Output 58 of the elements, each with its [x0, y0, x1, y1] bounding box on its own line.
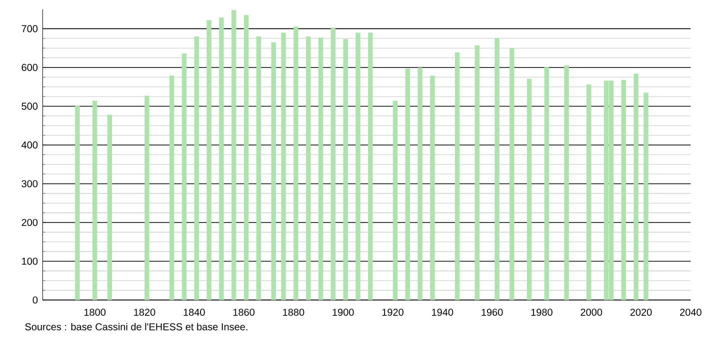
bar: [294, 26, 298, 300]
bar: [75, 105, 80, 300]
x-tick-label: 2020: [630, 308, 652, 316]
bar: [92, 100, 98, 300]
y-tick-label: 200: [22, 218, 38, 226]
y-tick-label: 300: [22, 180, 38, 188]
y-tick-label: 100: [22, 258, 38, 265]
bar: [244, 15, 249, 300]
bar: [368, 32, 373, 300]
x-tick-label: 1960: [482, 308, 503, 316]
bar: [169, 76, 174, 300]
bar: [343, 39, 348, 300]
x-tick-label: 1980: [531, 308, 552, 316]
bar: [634, 74, 638, 300]
source-note: Sources : base Cassini de l'EHESS et base Insee.: [25, 323, 248, 330]
x-tick-label: 1920: [382, 308, 404, 316]
bar: [430, 76, 435, 300]
bar: [206, 20, 212, 300]
bar: [271, 42, 276, 300]
x-tick-label: 1820: [134, 308, 156, 316]
x-tick-label: 2040: [680, 308, 702, 316]
bar: [474, 45, 480, 300]
bar: [510, 48, 514, 300]
y-tick-label: 500: [22, 102, 38, 110]
bar: [182, 54, 187, 300]
bar: [564, 66, 569, 300]
bar: [621, 80, 626, 300]
bar: [494, 38, 500, 300]
bar: [219, 17, 224, 300]
bar: [544, 67, 550, 300]
x-tick-label: 2000: [580, 308, 602, 316]
bar: [231, 10, 236, 300]
bar: [107, 114, 112, 300]
bar: [256, 36, 262, 300]
x-tick-label: 1860: [233, 308, 254, 316]
bar: [526, 78, 532, 300]
bar: [586, 84, 592, 300]
x-tick-label: 1880: [283, 308, 304, 316]
bar: [306, 36, 311, 300]
y-tick-label: 700: [22, 25, 38, 32]
bar: [418, 67, 422, 300]
y-tick-label: 400: [22, 141, 38, 149]
bar: [392, 100, 398, 300]
bar: [144, 96, 150, 300]
x-tick-label: 1840: [184, 308, 205, 316]
bar: [194, 36, 199, 300]
bar: [281, 32, 286, 300]
x-tick-label: 1940: [432, 308, 454, 316]
bar: [644, 92, 648, 300]
bar: [330, 28, 336, 300]
y-tick-label: 0: [32, 296, 38, 304]
bar: [318, 38, 324, 300]
bar: [454, 52, 460, 300]
y-tick-label: 600: [22, 64, 38, 72]
bar: [405, 68, 410, 300]
bar: [356, 32, 360, 300]
x-tick-label: 1800: [84, 308, 106, 316]
x-tick-label: 1900: [332, 308, 354, 316]
